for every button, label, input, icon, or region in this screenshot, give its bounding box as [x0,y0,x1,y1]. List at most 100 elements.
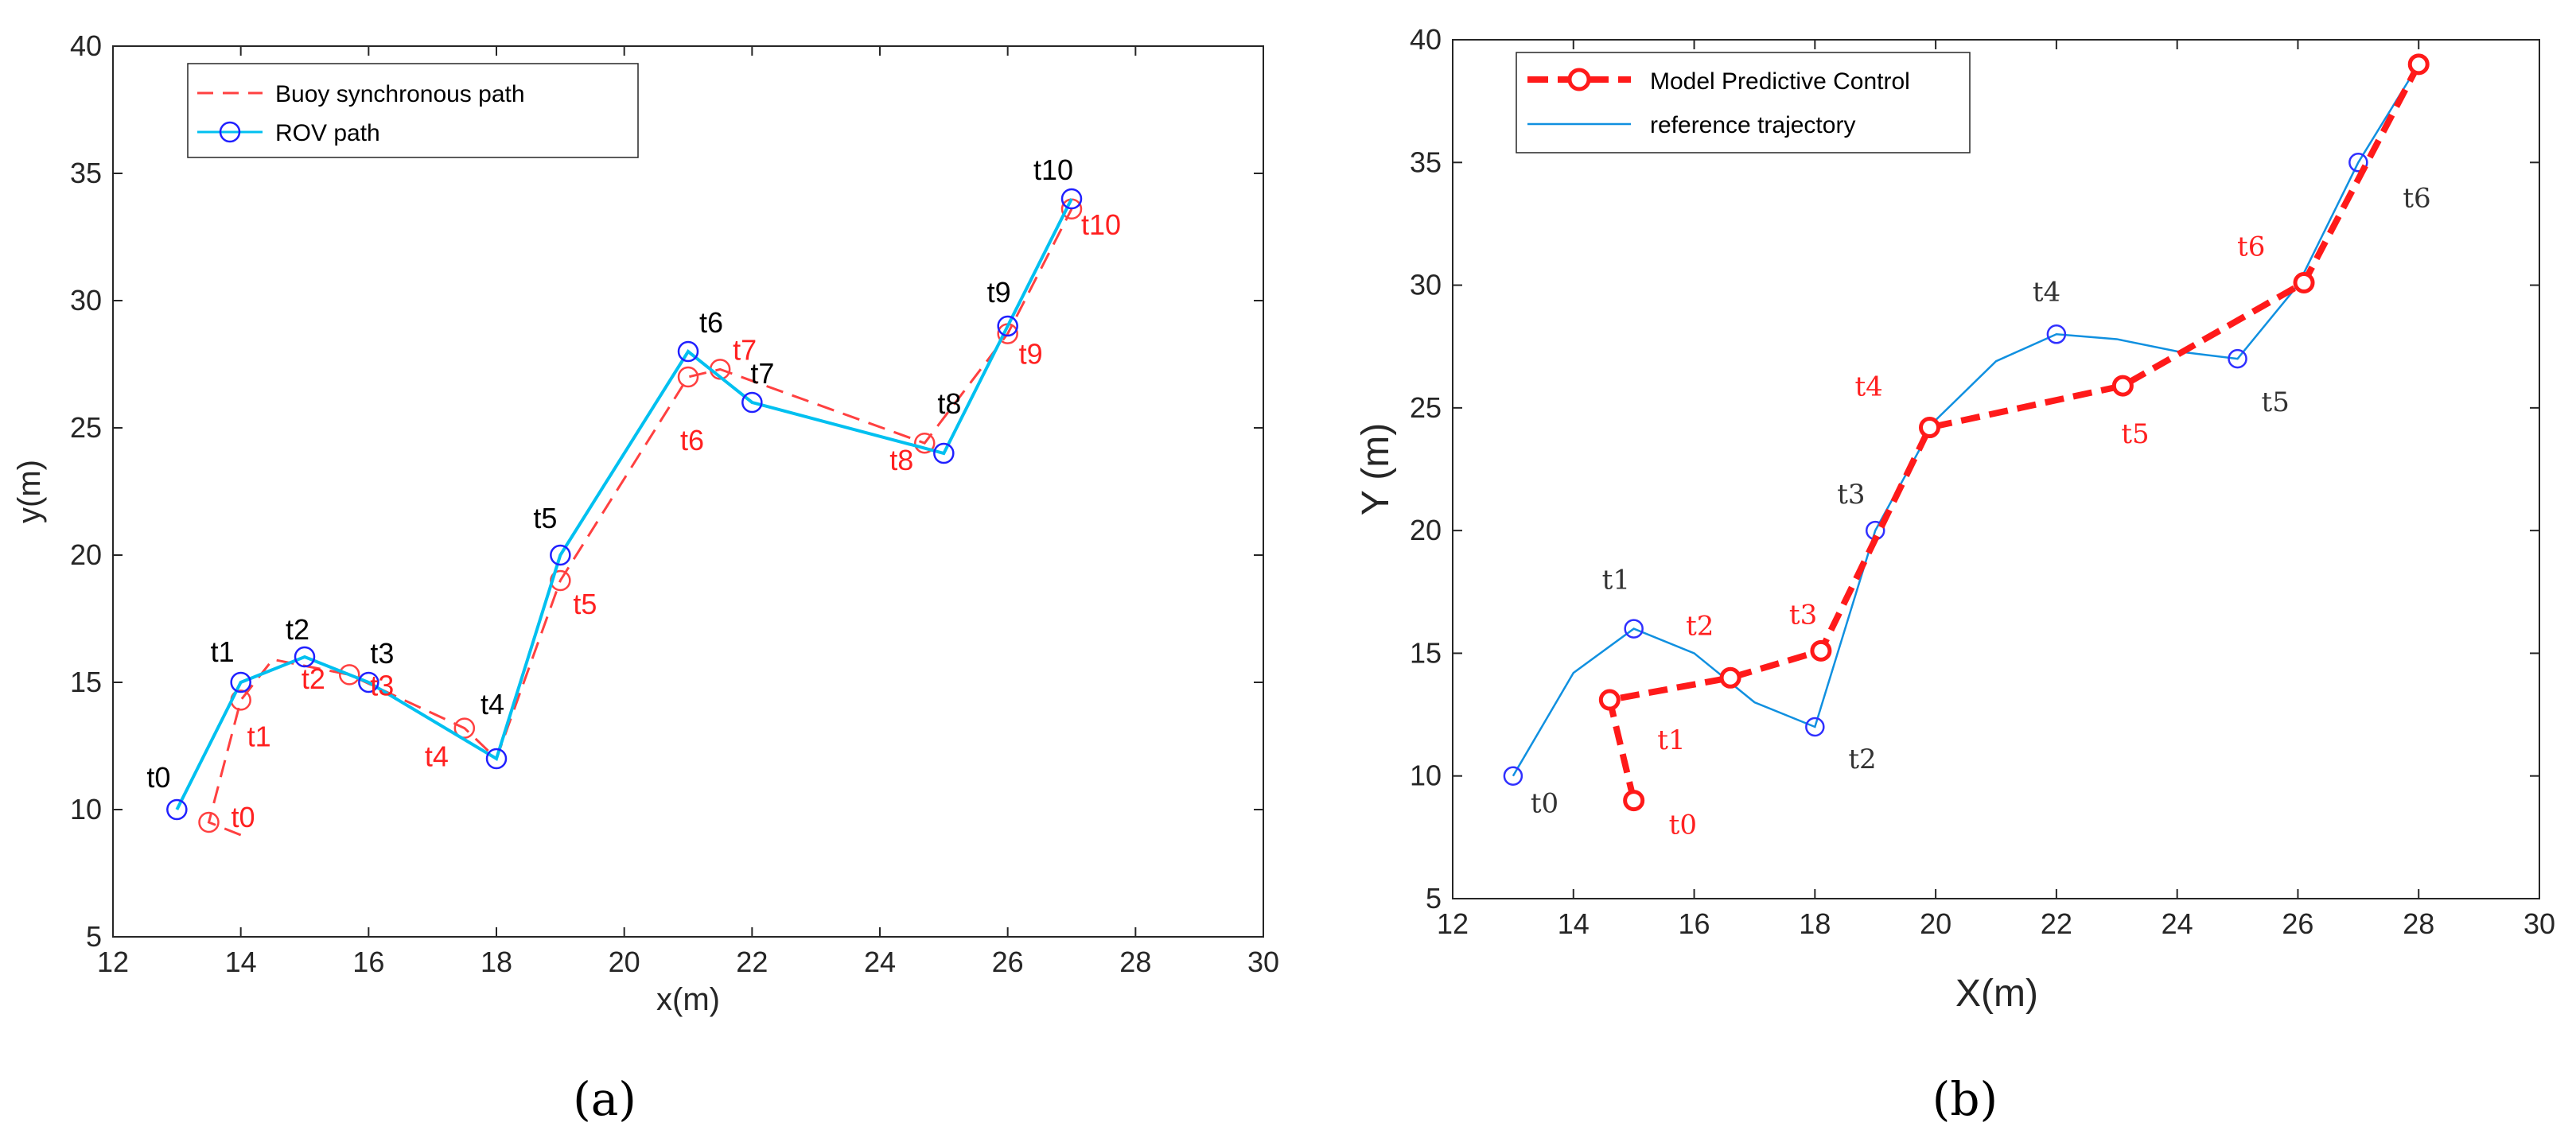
chart-a-time-labels: t0 t1 t2 t3 t4 t5 t6 t7 t8 t9 t10 t0 t1 t2 t3 t4 t5 t6 t7 t… [146,153,1121,833]
chart-a-plot-frame [112,45,1264,938]
rov-path-line [175,198,1073,810]
mpc-point-marker [1919,417,1941,439]
reference-trajectory-line [1512,64,2420,777]
legend-rov-marker [219,121,241,143]
a-y-tick-label: 35 [70,157,102,189]
reference-point-marker [1805,717,1825,737]
b-x-tick-label: 20 [1920,907,1951,940]
chart-a-series [166,188,1083,837]
rov-time-label: t10 [1033,153,1073,186]
rov-point-marker [294,646,316,668]
b-y-tick-label: 40 [1410,23,1442,56]
mpc-time-label: t6 [2237,231,2265,262]
reference-time-label: t0 [1531,788,1558,820]
buoy-time-label: t1 [247,720,271,752]
b-y-tick-label: 35 [1410,146,1442,178]
reference-time-label: t5 [2262,386,2290,418]
mpc-path-line [1605,62,2422,802]
mpc-time-label: t4 [1855,371,1883,403]
a-y-tick-label: 20 [70,538,102,571]
buoy-time-label: t5 [573,588,597,620]
a-y-tick-label: 15 [70,666,102,698]
b-x-tick-label: 24 [2162,907,2193,940]
buoy-time-label: t8 [889,444,913,476]
buoy-time-label: t10 [1081,208,1121,241]
b-y-tick-label: 15 [1410,636,1442,669]
legend-reference-label: reference trajectory [1650,112,1855,138]
chart-a: 12 14 16 18 20 22 24 26 28 30 5 10 15 20 25 30 35 40 x(m… [12,29,1279,1126]
legend-buoy-label: Buoy synchronous path [275,81,525,107]
buoy-point-marker [338,664,360,686]
rov-point-marker [230,671,251,693]
chart-b-y-ticks: 5 10 15 20 25 30 35 40 [1410,23,2539,915]
chart-b-y-label: Y (m) [1355,423,1397,515]
buoy-time-label: t7 [733,333,757,366]
chart-a-legend: Buoy synchronous path ROV path [187,63,639,158]
b-y-tick-label: 20 [1410,514,1442,546]
buoy-time-label: t6 [680,424,704,456]
chart-a-caption: (a) [573,1072,636,1126]
rov-time-label: t9 [987,276,1011,309]
a-x-tick-label: 26 [992,946,1024,978]
chart-b-legend-box [1516,52,1971,153]
chart-a-y-ticks: 5 10 15 20 25 30 35 40 [70,29,1263,953]
rov-point-marker [933,442,955,464]
rov-time-label: t4 [481,688,504,721]
buoy-point-marker [913,432,936,454]
chart-a-x-label: x(m) [656,982,720,1017]
a-y-tick-label: 40 [70,29,102,62]
rov-point-marker [997,315,1018,337]
a-x-tick-label: 14 [225,946,257,978]
reference-time-label: t4 [2033,276,2060,308]
rov-point-marker [677,340,699,363]
rov-time-label: t0 [146,761,170,794]
reference-time-label: t3 [1837,479,1865,511]
mpc-time-label: t1 [1657,724,1685,756]
rov-point-marker [550,544,571,566]
a-x-tick-label: 18 [481,946,512,978]
b-x-tick-label: 18 [1799,907,1831,940]
reference-time-label: t6 [2403,182,2430,214]
b-x-tick-label: 28 [2403,907,2434,940]
mpc-time-label: t2 [1686,610,1714,642]
a-y-tick-label: 25 [70,411,102,444]
rov-time-label: t8 [937,387,961,420]
mpc-time-label: t3 [1789,599,1817,631]
buoy-time-label: t4 [425,740,449,773]
b-y-tick-label: 30 [1410,269,1442,301]
chart-b: 12 14 16 18 20 22 24 26 28 30 5 10 15 20 25 30 35 40 X(m… [1355,23,2555,1126]
reference-time-label: t1 [1602,565,1630,596]
rov-point-marker [358,671,379,693]
a-x-tick-label: 24 [864,946,896,978]
a-x-tick-label: 22 [736,946,768,978]
b-y-tick-label: 25 [1410,391,1442,424]
a-x-tick-label: 30 [1247,946,1279,978]
buoy-time-label: t0 [232,801,255,833]
chart-b-legend: Model Predictive Control reference traje… [1516,52,1971,153]
chart-a-y-label: y(m) [12,460,47,523]
buoy-point-marker [198,811,220,833]
legend-rov-label: ROV path [275,120,380,146]
chart-b-series [1503,53,2430,812]
b-x-tick-label: 26 [2282,907,2313,940]
legend-mpc-label: Model Predictive Control [1650,68,1910,95]
mpc-point-marker [2111,375,2134,397]
mpc-point-marker [2407,53,2430,76]
rov-time-label: t6 [699,306,723,339]
rov-time-label: t7 [750,357,774,390]
mpc-point-marker [1810,639,1832,662]
rov-point-marker [741,391,763,414]
reference-point-marker [2046,324,2067,344]
buoy-time-label: t9 [1019,338,1043,371]
a-y-tick-label: 10 [70,793,102,825]
buoy-point-marker [453,717,476,739]
mpc-point-marker [1598,689,1621,711]
buoy-point-marker [677,366,699,388]
reference-point-marker [2348,153,2368,173]
mpc-point-marker [1623,790,1645,812]
b-y-tick-label: 5 [1426,882,1442,915]
buoy-time-label: t3 [370,669,394,701]
reference-point-marker [2228,348,2247,369]
mpc-point-marker [1719,666,1741,689]
